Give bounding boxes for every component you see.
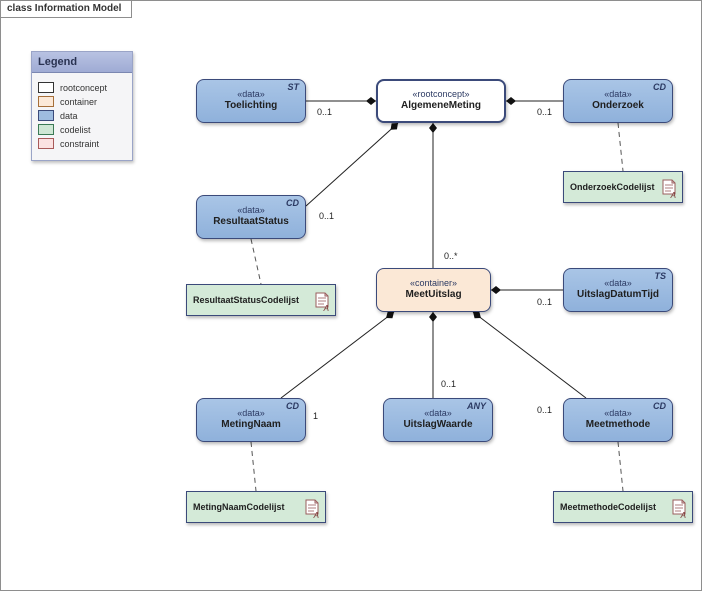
- edge-multiplicity: 0..1: [441, 379, 456, 389]
- codelist-resultaatstatus_cl: ResultaatStatusCodelijst A: [186, 284, 336, 316]
- node-title: UitslagWaarde: [403, 419, 472, 430]
- node-meetuitslag: «container»MeetUitslag: [376, 268, 491, 312]
- edge-multiplicity: 0..1: [317, 107, 332, 117]
- codelist-a-marker: A: [324, 304, 329, 313]
- edge-multiplicity: 1: [313, 411, 318, 421]
- legend-title: Legend: [32, 52, 132, 73]
- node-title: Onderzoek: [592, 100, 644, 111]
- node-uitslagwaarde: ANY «data»UitslagWaarde: [383, 398, 493, 442]
- node-metingnaam: CD «data»MetingNaam: [196, 398, 306, 442]
- node-title: MetingNaam: [221, 419, 280, 430]
- edge-multiplicity: 0..1: [537, 297, 552, 307]
- node-title: AlgemeneMeting: [401, 100, 481, 111]
- node-toelichting: ST «data»Toelichting: [196, 79, 306, 123]
- legend-row: data: [38, 110, 126, 121]
- codelist-meetmethode_cl: MeetmethodeCodelijst A: [553, 491, 693, 523]
- codelist-title: MetingNaamCodelijst: [193, 502, 305, 512]
- node-stereotype: «data»: [604, 408, 632, 418]
- node-stereotype: «container»: [410, 278, 457, 288]
- legend-label: codelist: [60, 125, 91, 135]
- edge: [306, 123, 398, 206]
- codelist-a-marker: A: [671, 191, 676, 200]
- legend-swatch: [38, 138, 54, 149]
- legend-swatch: [38, 110, 54, 121]
- codelist-a-marker: A: [681, 511, 686, 520]
- node-type-tag: CD: [653, 401, 666, 411]
- legend-swatch: [38, 82, 54, 93]
- legend: Legend rootconcept container data codelist co…: [31, 51, 133, 161]
- diagram-frame: class Information Model Legend rootconcep…: [0, 0, 702, 591]
- legend-label: rootconcept: [60, 83, 107, 93]
- node-title: MeetUitslag: [405, 289, 461, 300]
- node-type-tag: ANY: [467, 401, 486, 411]
- node-type-tag: ST: [287, 82, 299, 92]
- node-type-tag: CD: [286, 198, 299, 208]
- node-title: Meetmethode: [586, 419, 650, 430]
- node-resultaatstatus: CD «data»ResultaatStatus: [196, 195, 306, 239]
- codelist-title: ResultaatStatusCodelijst: [193, 295, 315, 305]
- legend-row: codelist: [38, 124, 126, 135]
- legend-swatch: [38, 96, 54, 107]
- frame-title: class Information Model: [1, 1, 132, 18]
- node-stereotype: «data»: [237, 408, 265, 418]
- codelist-metingnaam_cl: MetingNaamCodelijst A: [186, 491, 326, 523]
- dashed-link: [251, 239, 261, 284]
- legend-row: constraint: [38, 138, 126, 149]
- legend-label: constraint: [60, 139, 99, 149]
- node-title: Toelichting: [225, 100, 278, 111]
- node-stereotype: «data»: [604, 89, 632, 99]
- codelist-title: OnderzoekCodelijst: [570, 182, 662, 192]
- codelist-onderzoek_cl: OnderzoekCodelijst A: [563, 171, 683, 203]
- node-stereotype: «data»: [604, 278, 632, 288]
- codelist-a-marker: A: [314, 511, 319, 520]
- node-onderzoek: CD «data»Onderzoek: [563, 79, 673, 123]
- node-uitslagdatumtijd: TS «data»UitslagDatumTijd: [563, 268, 673, 312]
- node-stereotype: «data»: [237, 205, 265, 215]
- node-stereotype: «data»: [424, 408, 452, 418]
- node-stereotype: «data»: [237, 89, 265, 99]
- edge-multiplicity: 0..1: [537, 107, 552, 117]
- node-type-tag: TS: [654, 271, 666, 281]
- edge: [281, 312, 394, 398]
- edge: [473, 312, 586, 398]
- edge-multiplicity: 0..1: [537, 405, 552, 415]
- node-stereotype: «rootconcept»: [412, 89, 469, 99]
- node-meetmethode: CD «data»Meetmethode: [563, 398, 673, 442]
- dashed-link: [618, 123, 623, 171]
- node-type-tag: CD: [653, 82, 666, 92]
- legend-label: data: [60, 111, 78, 121]
- dashed-link: [251, 442, 256, 491]
- edge-multiplicity: 0..*: [444, 251, 458, 261]
- node-title: UitslagDatumTijd: [577, 289, 659, 300]
- edge-multiplicity: 0..1: [319, 211, 334, 221]
- node-title: ResultaatStatus: [213, 216, 289, 227]
- node-root: «rootconcept»AlgemeneMeting: [376, 79, 506, 123]
- dashed-link: [618, 442, 623, 491]
- legend-swatch: [38, 124, 54, 135]
- node-type-tag: CD: [286, 401, 299, 411]
- codelist-title: MeetmethodeCodelijst: [560, 502, 672, 512]
- legend-label: container: [60, 97, 97, 107]
- legend-row: container: [38, 96, 126, 107]
- legend-row: rootconcept: [38, 82, 126, 93]
